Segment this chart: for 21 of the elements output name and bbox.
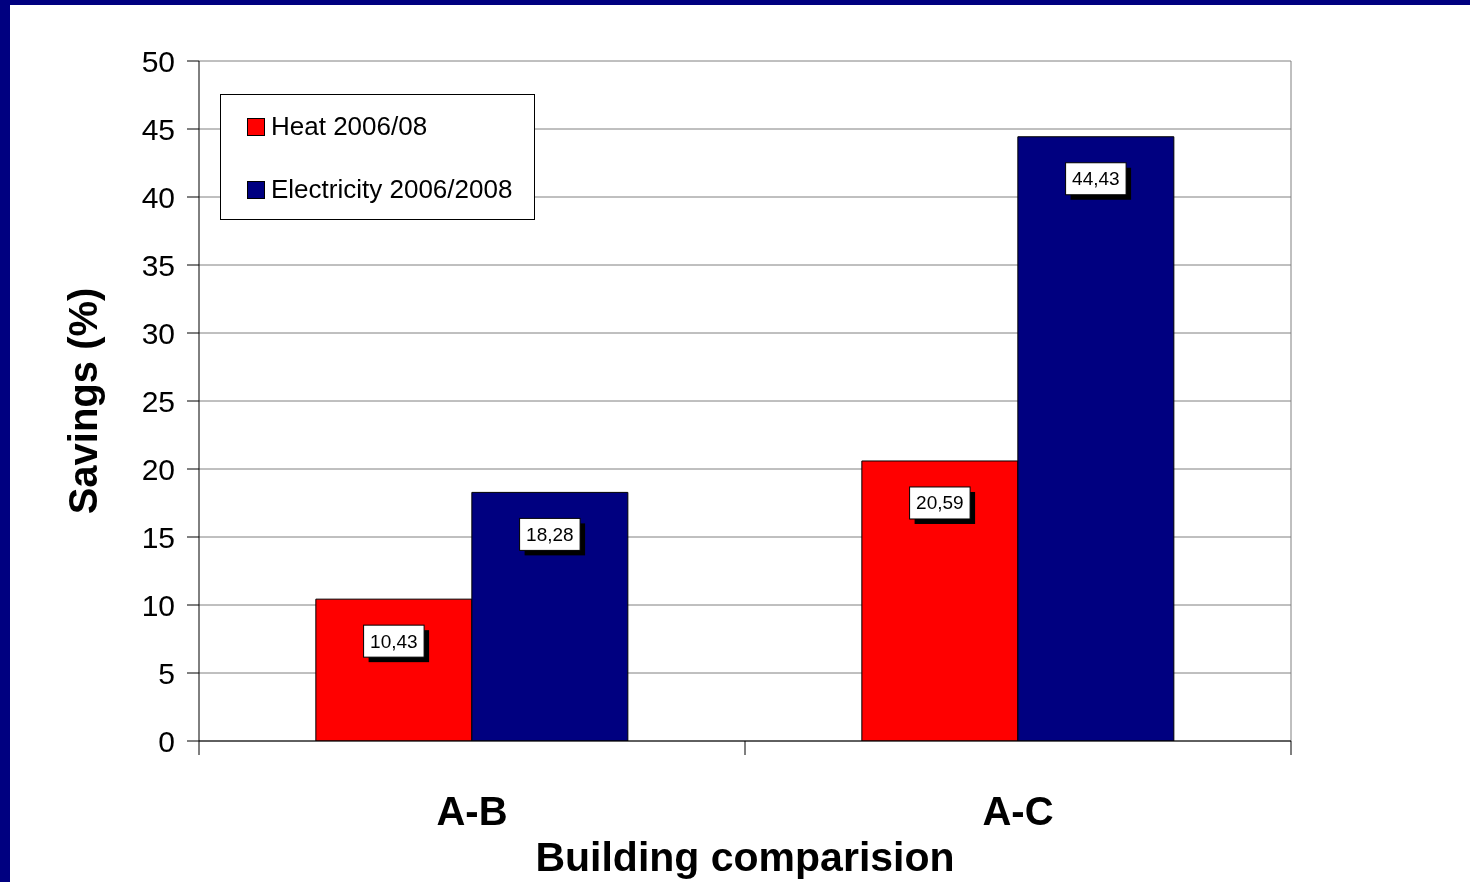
y-axis-title: Savings (%): [61, 287, 105, 515]
y-tick-label: 25: [141, 384, 175, 418]
y-tick-label: 15: [141, 520, 175, 554]
data-label: 20,59: [916, 492, 964, 514]
y-tick-label: 0: [158, 724, 175, 758]
y-tick-label: 20: [141, 452, 175, 486]
y-tick-label: 45: [141, 112, 175, 146]
legend-label: Heat 2006/08: [271, 111, 428, 142]
data-label: 18,28: [526, 523, 574, 545]
y-tick-label: 40: [141, 180, 175, 214]
y-tick-label: 10: [141, 588, 175, 622]
y-tick-label: 50: [141, 44, 175, 78]
y-tick-label: 35: [141, 248, 175, 282]
y-tick-label: 30: [141, 316, 175, 350]
x-tick-label: A-B: [436, 789, 508, 833]
x-axis-title: Building comparision: [535, 834, 955, 880]
data-label: 44,43: [1072, 168, 1120, 190]
x-tick-label: A-C: [982, 789, 1054, 833]
y-tick-label: 5: [158, 656, 175, 690]
legend-label: Electricity 2006/2008: [271, 174, 513, 205]
data-label: 10,43: [370, 630, 418, 652]
